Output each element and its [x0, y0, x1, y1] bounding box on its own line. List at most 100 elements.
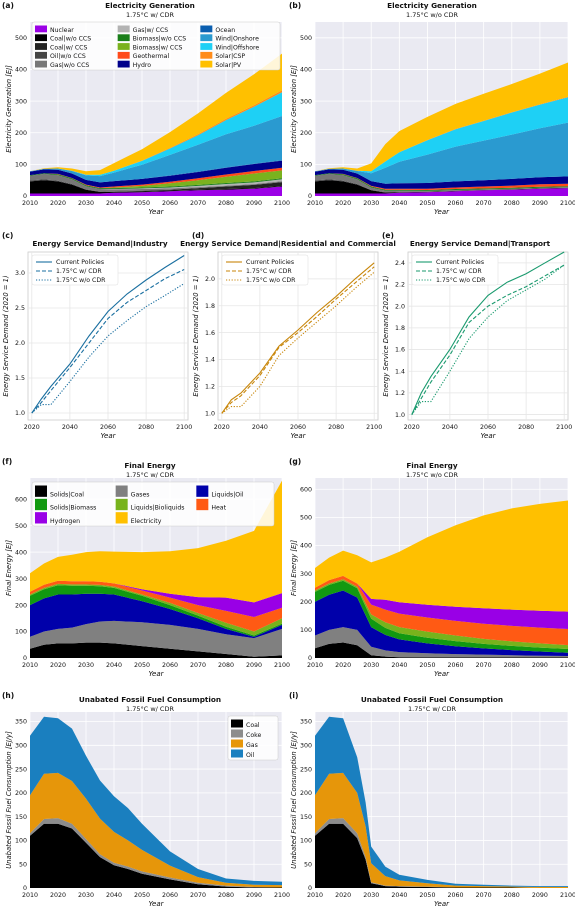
legend-label: Wind|Offshore	[215, 44, 259, 51]
area-series-heat	[30, 580, 282, 632]
panel-g: 2010 2020 2030 2040 2050 2060 2070 2080 2090 2100…	[289, 457, 575, 678]
legend-label: Current Policies	[436, 259, 484, 266]
area-series-coal	[30, 823, 282, 888]
y-tick-label: 0	[23, 193, 27, 200]
panel-letter: (c)	[2, 231, 13, 240]
legend-swatch	[35, 60, 47, 68]
y-tick-label: 200	[300, 130, 312, 137]
y-tick-label: 2.0	[395, 303, 405, 310]
area-series-liquids-bioliquids	[30, 583, 282, 636]
y-tick-label: 400	[15, 549, 27, 556]
x-tick-label: 2070	[476, 200, 492, 207]
x-tick-label: 2020	[50, 200, 66, 207]
y-axis-label: Unabated Fossil Fuel Consumption [EJ/y]	[290, 731, 298, 869]
x-tick-label: 2080	[218, 892, 234, 899]
y-axis-label: Unabated Fossil Fuel Consumption [EJ/y]	[5, 731, 13, 869]
y-tick-label: 0	[308, 193, 312, 200]
panel-letter: (e)	[382, 231, 394, 240]
x-tick-label: 2100	[366, 424, 382, 431]
x-axis-label: Year	[291, 432, 307, 440]
area-series-coal-w-o-ccs	[30, 180, 282, 194]
legend-label: 1.75°C w/o CDR	[246, 276, 296, 284]
y-tick-label: 1.4	[395, 368, 405, 375]
legend-swatch	[196, 498, 209, 511]
y-tick-label: 1.4	[205, 357, 215, 364]
legend-label: Biomass|w/ CCS	[133, 44, 183, 51]
y-axis-label: Final Energy [EJ]	[5, 540, 13, 596]
x-tick-label: 2020	[335, 892, 351, 899]
legend-label: Coke	[246, 732, 261, 739]
y-tick-label: 2.0	[15, 340, 25, 347]
line-series	[31, 269, 185, 414]
legend-label: Gas|w/o CCS	[50, 62, 89, 69]
area-series-wind-offshore	[30, 92, 282, 177]
x-tick-label: 2100	[556, 424, 572, 431]
x-axis-label: Year	[434, 900, 450, 908]
legend-label: Solar|CSP	[215, 53, 245, 60]
y-tick-label: 200	[15, 130, 27, 137]
legend-swatch	[115, 485, 128, 497]
x-tick-label: 2020	[214, 424, 230, 431]
legend-label: Nuclear	[50, 27, 74, 34]
chart-title: Final Energy	[124, 461, 176, 470]
y-tick-label: 500	[15, 523, 27, 530]
y-tick-label: 2.2	[395, 282, 405, 289]
area-series-wind-onshore	[30, 116, 282, 183]
y-axis-label: Energy Service Demand (2020 = 1)	[382, 275, 390, 396]
y-tick-label: 250	[15, 766, 27, 773]
x-tick-label: 2010	[22, 892, 38, 899]
y-tick-label: 300	[15, 98, 27, 105]
area-series-solids-biomass	[30, 585, 282, 637]
y-tick-label: 200	[300, 599, 312, 606]
y-tick-label: 600	[300, 486, 312, 493]
x-tick-label: 2070	[190, 662, 206, 669]
x-tick-label: 2020	[50, 662, 66, 669]
x-tick-label: 2080	[218, 200, 234, 207]
y-tick-label: 1.8	[205, 303, 215, 310]
y-tick-label: 400	[15, 67, 27, 74]
y-tick-label: 1.0	[15, 410, 25, 417]
legend-label: 1.75°C w/ CDR	[56, 267, 102, 275]
x-tick-label: 2030	[78, 200, 94, 207]
x-tick-label: 2090	[246, 200, 262, 207]
legend-swatch	[231, 739, 243, 748]
x-tick-label: 2050	[134, 200, 150, 207]
legend-label: Ocean	[215, 27, 235, 34]
legend-swatch	[117, 51, 130, 59]
panel-e: 2020 2040 2060 2080 2100 1.0 1.2 1.4 1.6 1.8 2.0 2.…	[382, 231, 572, 440]
legend-box	[411, 254, 499, 286]
y-tick-label: 1.8	[395, 325, 405, 332]
x-tick-label: 2070	[476, 892, 492, 899]
x-tick-label: 2060	[162, 662, 178, 669]
legend-label: Gas|w/ CCS	[133, 27, 169, 34]
area-series-oil-w-o-ccs	[315, 179, 568, 193]
x-tick-label: 2070	[190, 200, 206, 207]
y-tick-label: 0	[23, 655, 27, 662]
legend-swatch	[115, 498, 128, 511]
area-series-solar-pv	[315, 62, 568, 172]
x-tick-label: 2050	[419, 662, 435, 669]
x-tick-label: 2100	[274, 662, 290, 669]
y-axis-label: Electricity Generation [EJ]	[290, 65, 298, 153]
line-series	[411, 264, 565, 415]
x-tick-label: 2040	[106, 200, 122, 207]
x-tick-label: 2060	[162, 892, 178, 899]
y-tick-label: 100	[300, 627, 312, 634]
area-series-gas-w-o-ccs	[315, 173, 568, 193]
panel-i: 2010 2020 2030 2040 2050 2060 2070 2080 2090 2100…	[289, 691, 575, 908]
area-series-nuclear	[30, 186, 282, 196]
y-tick-label: 400	[300, 67, 312, 74]
legend-label: 1.75°C w/o CDR	[56, 276, 106, 284]
area-series-liquids-bioliquids	[315, 579, 568, 649]
area-series-biomass-w-o-ccs	[30, 173, 282, 189]
x-tick-label: 2080	[218, 662, 234, 669]
area-series-gas-w-o-ccs	[30, 173, 282, 192]
area-series-solids-coal	[30, 642, 282, 658]
area-series-hydrogen	[30, 580, 282, 617]
x-tick-label: 2040	[106, 892, 122, 899]
legend-label: 1.75°C w/ CDR	[246, 267, 292, 275]
